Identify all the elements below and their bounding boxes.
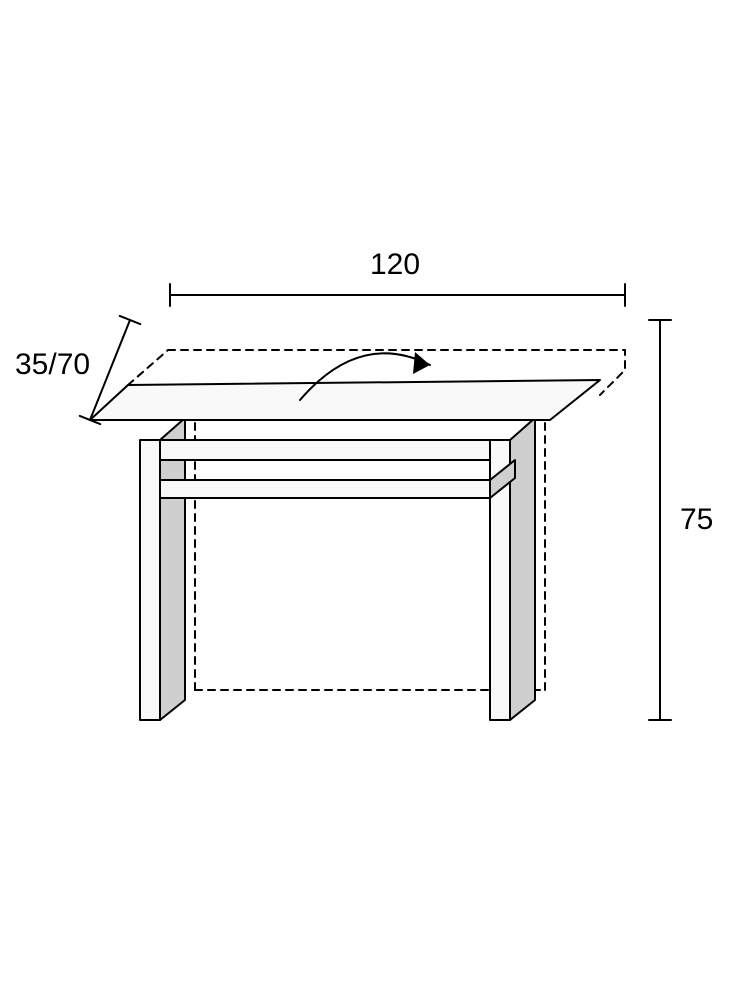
dimension-label-width: 120 — [370, 250, 420, 280]
dimension-label-depth: 35/70 — [15, 350, 90, 380]
diagram-stage: 120 35/70 75 — [0, 0, 750, 1000]
dimension-label-height: 75 — [680, 505, 713, 535]
technical-drawing-svg — [0, 0, 750, 1000]
